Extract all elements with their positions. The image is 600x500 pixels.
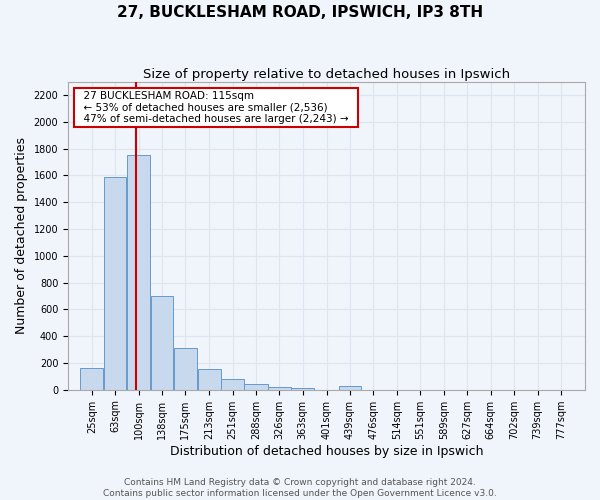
Text: Contains HM Land Registry data © Crown copyright and database right 2024.
Contai: Contains HM Land Registry data © Crown c… — [103, 478, 497, 498]
Text: 27 BUCKLESHAM ROAD: 115sqm  
  ← 53% of detached houses are smaller (2,536)  
  : 27 BUCKLESHAM ROAD: 115sqm ← 53% of deta… — [77, 91, 355, 124]
Y-axis label: Number of detached properties: Number of detached properties — [15, 137, 28, 334]
Title: Size of property relative to detached houses in Ipswich: Size of property relative to detached ho… — [143, 68, 510, 80]
X-axis label: Distribution of detached houses by size in Ipswich: Distribution of detached houses by size … — [170, 444, 483, 458]
Text: 27, BUCKLESHAM ROAD, IPSWICH, IP3 8TH: 27, BUCKLESHAM ROAD, IPSWICH, IP3 8TH — [117, 5, 483, 20]
Bar — [151, 296, 173, 390]
Bar — [268, 387, 290, 390]
Bar — [197, 369, 221, 390]
Bar — [80, 368, 103, 390]
Bar — [127, 156, 150, 390]
Bar — [104, 177, 127, 390]
Bar — [174, 348, 197, 390]
Bar — [291, 388, 314, 390]
Bar — [221, 379, 244, 390]
Bar — [244, 384, 268, 390]
Bar — [338, 386, 361, 390]
